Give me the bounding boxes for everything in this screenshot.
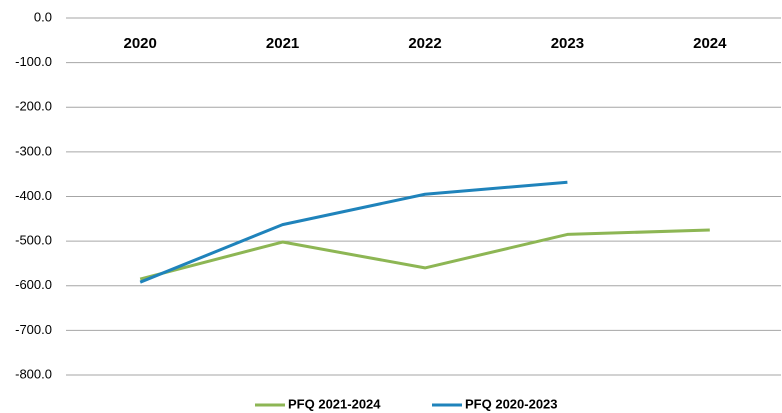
x-tick-label: 2020 bbox=[124, 35, 157, 52]
legend-label: PFQ 2020-2023 bbox=[465, 396, 558, 411]
x-tick-label: 2024 bbox=[693, 35, 727, 52]
x-tick-label: 2023 bbox=[551, 35, 584, 52]
legend-label: PFQ 2021-2024 bbox=[288, 396, 381, 411]
y-tick-label: -100.0 bbox=[15, 54, 52, 69]
y-tick-label: 0.0 bbox=[34, 9, 52, 24]
y-tick-label: -300.0 bbox=[15, 143, 52, 158]
y-tick-label: -500.0 bbox=[15, 233, 52, 248]
series-line bbox=[139, 180, 568, 284]
x-tick-label: 2021 bbox=[266, 35, 299, 52]
x-tick-label: 2022 bbox=[408, 35, 441, 52]
y-tick-label: -700.0 bbox=[15, 322, 52, 337]
series-line bbox=[139, 228, 710, 281]
y-tick-label: -800.0 bbox=[15, 366, 52, 381]
y-tick-label: -600.0 bbox=[15, 277, 52, 292]
y-tick-label: -200.0 bbox=[15, 99, 52, 114]
y-tick-label: -400.0 bbox=[15, 188, 52, 203]
